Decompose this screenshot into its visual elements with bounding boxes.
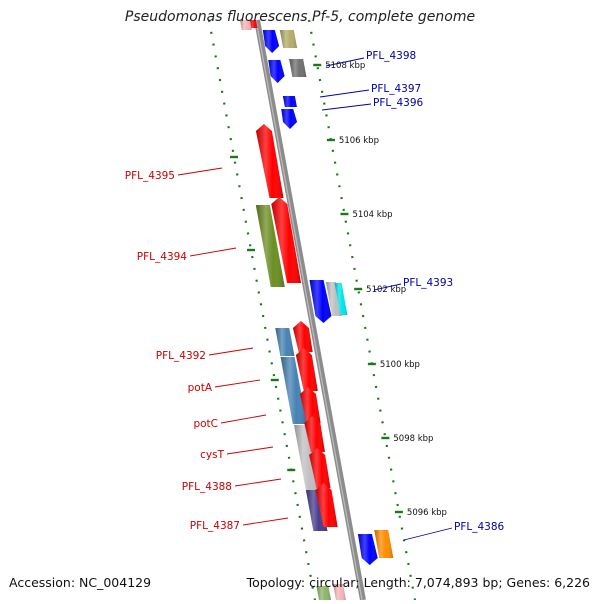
scale-tick-label: 5100 kbp bbox=[380, 360, 420, 370]
gene-label-reverse: potC bbox=[193, 418, 218, 430]
gene-label-forward: PFL_4386 bbox=[454, 521, 505, 533]
gene-gray bbox=[289, 59, 307, 77]
leader-line-reverse bbox=[189, 247, 237, 257]
gene-silver-mid bbox=[325, 282, 343, 316]
gene-label-reverse: PFL_4395 bbox=[125, 170, 175, 182]
scale-tick-label: 5104 kbp bbox=[352, 210, 392, 220]
gene-labels: PFL_4395 PFL_4394 PFL_4392 potA potC cysT PFL_… bbox=[125, 50, 505, 533]
gene-features bbox=[240, 20, 394, 600]
genome-summary-text: Topology: circular; Length: 7,074,893 bp… bbox=[246, 575, 590, 590]
accession-text: Accession: NC_004129 bbox=[9, 575, 152, 590]
gene-pfl4395 bbox=[255, 124, 284, 198]
scale-tick-label: 5102 kbp bbox=[366, 285, 406, 295]
gene-label-forward: PFL_4393 bbox=[403, 277, 453, 289]
gene-olive bbox=[255, 205, 285, 287]
gene-blue-pfl4398 bbox=[268, 60, 285, 83]
gene-label-forward: PFL_4396 bbox=[373, 97, 424, 109]
gene-label-forward: PFL_4398 bbox=[366, 50, 416, 62]
gene-label-reverse: potA bbox=[188, 382, 213, 394]
label-leader-lines bbox=[177, 57, 453, 541]
leader-line-reverse bbox=[220, 414, 267, 424]
leader-line-reverse bbox=[208, 347, 254, 356]
gene-pfl4386 bbox=[357, 534, 378, 565]
gene-label-reverse: cysT bbox=[200, 449, 224, 461]
leader-line-forward bbox=[373, 283, 402, 291]
page-title: Pseudomonas fluorescens Pf-5, complete g… bbox=[124, 9, 476, 25]
leader-line-reverse bbox=[214, 379, 261, 388]
gene-label-reverse: PFL_4388 bbox=[182, 481, 232, 493]
leader-line-reverse bbox=[234, 478, 282, 487]
gene-pfl4393 bbox=[309, 280, 332, 323]
gene-label-reverse: PFL_4392 bbox=[156, 350, 206, 362]
gene-bottom-green bbox=[316, 586, 331, 600]
scale-tick-label: 5108 kbp bbox=[325, 61, 365, 71]
leader-line-forward bbox=[325, 57, 365, 67]
leader-line-reverse bbox=[242, 517, 289, 526]
gene-steelblue-a bbox=[275, 328, 295, 356]
scale-ticks: 5108 kbp 5106 kbp 5104 kbp 5102 kbp 5100 kbp… bbox=[230, 61, 447, 518]
gene-orange bbox=[374, 530, 394, 558]
gene-pota bbox=[295, 348, 318, 391]
scale-tick-label: 5098 kbp bbox=[393, 434, 433, 444]
gene-blue-a bbox=[262, 30, 280, 53]
guide-line-left bbox=[207, 19, 317, 601]
leader-line-forward bbox=[321, 103, 372, 111]
gene-label-forward: PFL_4397 bbox=[371, 83, 421, 95]
gene-pfl4388 bbox=[309, 448, 331, 488]
leader-line-reverse bbox=[177, 167, 223, 176]
gene-blue-pfl4396 bbox=[281, 109, 298, 129]
gene-cyst bbox=[304, 416, 325, 452]
leader-line-forward bbox=[403, 527, 453, 541]
gene-label-reverse: PFL_4387 bbox=[190, 520, 240, 532]
gene-label-reverse: PFL_4394 bbox=[137, 251, 188, 263]
gene-bottom-pink bbox=[333, 584, 346, 600]
gene-steelblue-b bbox=[280, 357, 307, 424]
gene-khaki bbox=[279, 30, 298, 48]
gene-potc bbox=[299, 387, 321, 423]
gene-pfl4394 bbox=[271, 197, 302, 283]
gene-blue-pfl4397 bbox=[282, 96, 297, 107]
scale-tick-label: 5106 kbp bbox=[339, 136, 379, 146]
gene-cyan bbox=[334, 283, 348, 315]
gene-pfl4387 bbox=[315, 483, 338, 527]
leader-line-reverse bbox=[226, 446, 274, 455]
gene-top-red bbox=[250, 20, 258, 28]
gene-indigo bbox=[305, 490, 328, 531]
gene-pfl4392 bbox=[292, 321, 313, 352]
gene-top-pink bbox=[240, 20, 252, 30]
leader-line-forward bbox=[319, 89, 370, 98]
scale-tick-label: 5096 kbp bbox=[407, 508, 447, 518]
genome-backbone bbox=[254, 19, 366, 601]
